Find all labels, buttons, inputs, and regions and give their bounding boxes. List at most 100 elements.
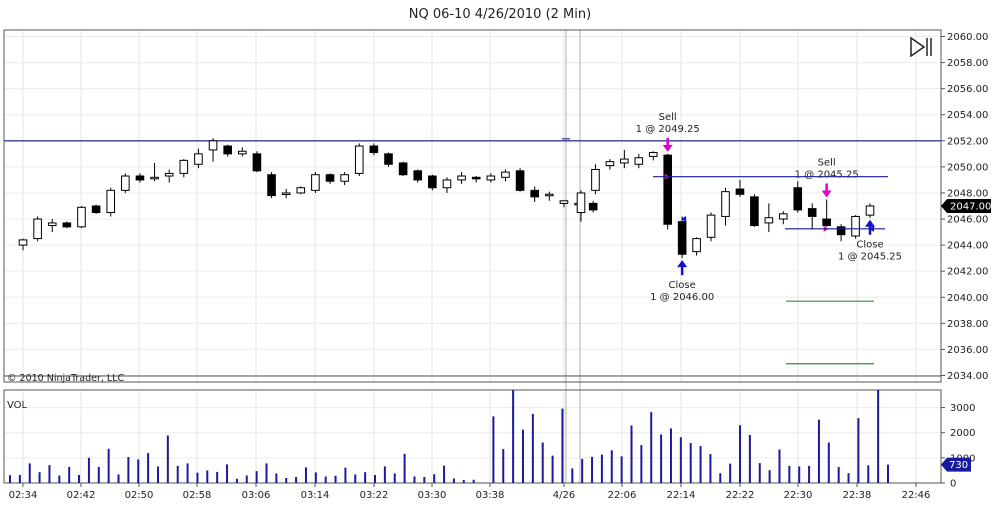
candle	[486, 173, 496, 183]
candle-body-down	[750, 196, 759, 227]
candle	[47, 219, 57, 233]
sell-arrow-head	[821, 190, 832, 198]
candle-body-up	[620, 158, 629, 164]
close-arrow-head	[865, 219, 875, 227]
candle-body-up	[179, 159, 189, 174]
price-tick-label: 2044.00	[947, 241, 988, 252]
candles-layer	[18, 138, 875, 259]
candle	[591, 164, 600, 195]
time-tick-label: 22:46	[902, 490, 931, 501]
sell-marker-price: 1 @ 2045.25	[795, 169, 859, 180]
candle	[663, 153, 673, 230]
candle	[194, 148, 203, 169]
candle-body-up	[442, 179, 452, 189]
volume-panel-label: VOL	[7, 400, 28, 411]
candle-body-down	[91, 205, 101, 214]
candle	[588, 200, 598, 213]
candle-body-down	[663, 154, 673, 225]
candle-body-up	[576, 192, 586, 214]
candle	[677, 216, 687, 259]
candle-body-up	[851, 215, 860, 237]
sell-marker-label: Sell	[659, 112, 677, 123]
candle	[121, 173, 130, 193]
candle-body-up	[721, 191, 730, 217]
candle	[793, 181, 803, 213]
candle-body-down	[836, 226, 846, 236]
candle	[106, 187, 116, 217]
candle-body-up	[208, 140, 218, 151]
candle-body-up	[559, 200, 569, 204]
candle	[851, 215, 860, 239]
candle-body-down	[677, 221, 687, 255]
candle-body-down	[325, 174, 335, 182]
candle	[252, 151, 262, 173]
time-tick-label: 02:42	[67, 490, 96, 501]
play-to-end-icon[interactable]	[910, 36, 932, 58]
time-tick-label: 22:38	[843, 490, 872, 501]
candle-body-up	[591, 168, 600, 191]
candle-body-up	[238, 150, 247, 155]
candle	[822, 199, 831, 227]
candle	[807, 203, 817, 230]
candle-body-up	[164, 172, 174, 177]
close-marker-price: 1 @ 2045.25	[838, 252, 902, 263]
time-tick-label: 02:34	[9, 490, 38, 501]
volume-tick-label: 0	[950, 479, 956, 490]
candle-body-up	[354, 145, 364, 174]
candle-body-down	[384, 153, 393, 165]
time-tick-label: 22:30	[784, 490, 813, 501]
sell-arrow-head	[662, 144, 673, 152]
candle	[91, 204, 101, 214]
time-tick-label: 22:22	[726, 490, 755, 501]
price-axis: 2034.00 2036.00 2038.00 2040.00 2042.00 2044.…	[941, 32, 991, 382]
candle	[605, 159, 615, 170]
last-volume-label: 730	[949, 460, 968, 471]
candle	[457, 172, 466, 184]
candle-body-down	[428, 175, 437, 189]
candle	[77, 206, 86, 229]
candle-body-up	[648, 152, 658, 157]
close-exit-triangle	[681, 216, 687, 223]
candle-body-up	[501, 171, 510, 178]
candle-body-up	[77, 206, 86, 228]
time-tick-label: 03:30	[418, 490, 447, 501]
time-tick-label: 22:06	[608, 490, 637, 501]
time-tick-label: 4/26	[553, 490, 575, 501]
price-tick-label: 2058.00	[947, 58, 988, 69]
candle	[471, 176, 481, 183]
candle	[764, 203, 774, 233]
candle	[620, 149, 629, 169]
candle-body-up	[47, 222, 57, 227]
candle	[428, 174, 437, 191]
candle-body-up	[545, 193, 554, 197]
candle	[706, 212, 716, 242]
candle-body-down	[267, 174, 276, 197]
candle	[442, 177, 452, 193]
candle	[648, 151, 658, 161]
chart-title: NQ 06-10 4/26/2010 (2 Min)	[409, 7, 591, 22]
price-tick-label: 2040.00	[947, 293, 988, 304]
candle	[398, 161, 408, 177]
candle-body-up	[33, 218, 42, 240]
price-tick-label: 2046.00	[947, 215, 988, 226]
time-tick-label: 02:58	[183, 490, 212, 501]
candle	[530, 186, 540, 203]
candle-body-up	[281, 192, 291, 195]
price-tick-label: 2050.00	[947, 162, 988, 173]
candle-body-up	[779, 213, 788, 220]
close-marker-price: 1 @ 2046.00	[650, 292, 714, 303]
candle	[18, 238, 28, 251]
price-tick-label: 2036.00	[947, 345, 988, 356]
candle	[634, 153, 644, 169]
candle	[62, 221, 72, 229]
candle	[150, 162, 159, 182]
candle-body-up	[18, 239, 28, 246]
candle	[501, 169, 510, 182]
candle	[281, 189, 291, 199]
sell-marker-label: Sell	[818, 157, 836, 168]
candle-body-down	[413, 170, 423, 181]
candle	[779, 211, 788, 225]
